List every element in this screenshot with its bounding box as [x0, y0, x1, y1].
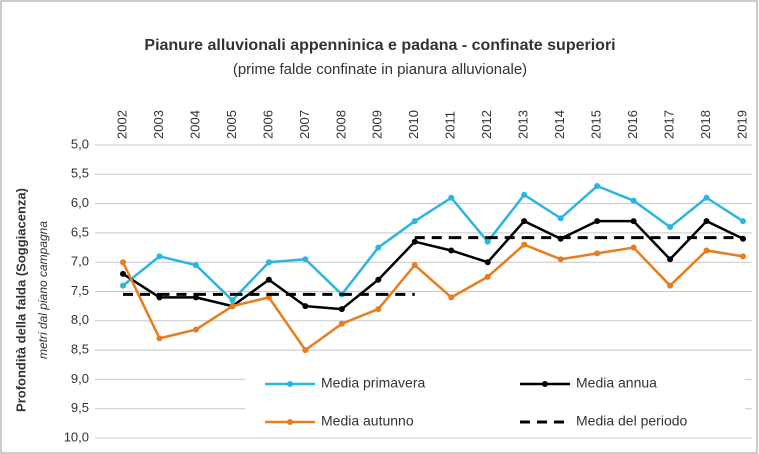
series-marker: [630, 244, 637, 251]
x-tick-label: 2011: [443, 111, 458, 139]
y-tick-label: 10,0: [64, 429, 89, 444]
y-tick-label: 6,0: [71, 195, 89, 210]
series-marker: [484, 238, 491, 245]
series-marker: [740, 218, 746, 225]
series-marker: [229, 297, 236, 304]
y-tick-label: 8,5: [71, 342, 89, 357]
series-marker: [338, 320, 345, 327]
series-marker: [265, 259, 272, 266]
series-marker: [411, 262, 418, 269]
chart-subtitle: (prime falde confinate in pianura alluvi…: [233, 61, 527, 78]
series-marker: [594, 183, 601, 190]
y-tick-label: 9,0: [71, 371, 89, 386]
legend-marker: [287, 419, 293, 425]
series-marker: [557, 256, 564, 263]
x-tick-label: 2019: [734, 110, 749, 139]
legend-label: Media primavera: [321, 375, 425, 391]
series-marker: [630, 218, 637, 225]
series-marker: [703, 194, 710, 201]
series-marker: [521, 218, 528, 225]
series-marker: [120, 259, 126, 266]
series-marker: [265, 276, 272, 283]
series-marker: [630, 197, 637, 204]
x-tick-label: 2010: [406, 110, 421, 139]
series-marker: [375, 276, 382, 283]
x-tick-label: 2009: [370, 110, 385, 139]
series-marker: [302, 303, 309, 310]
series-marker: [484, 259, 491, 266]
legend-label: Media del periodo: [576, 413, 688, 429]
series-marker: [594, 250, 601, 257]
x-tick-label: 2007: [297, 110, 312, 139]
x-tick-label: 2013: [516, 110, 531, 139]
y-tick-label: 7,5: [71, 283, 89, 298]
legend-marker: [287, 381, 293, 387]
series-marker: [192, 326, 199, 333]
y-axis-sublabel: metri dal piano campagna: [36, 221, 50, 359]
series-marker: [521, 191, 528, 198]
series-marker: [448, 247, 455, 254]
x-tick-label: 2016: [625, 110, 640, 139]
legend-label: Media autunno: [321, 413, 414, 429]
legend-label: Media annua: [576, 375, 657, 391]
y-tick-label: 6,5: [71, 224, 89, 239]
y-tick-label: 5,0: [71, 136, 89, 151]
y-tick-label: 7,0: [71, 254, 89, 269]
series-marker: [411, 218, 418, 225]
x-tick-label: 2018: [698, 110, 713, 139]
legend-box: [245, 366, 745, 436]
y-tick-label: 8,0: [71, 312, 89, 327]
x-tick-label: 2012: [479, 110, 494, 139]
x-tick-label: 2014: [552, 110, 567, 139]
series-marker: [120, 270, 126, 277]
series-marker: [375, 244, 382, 251]
legend-marker: [542, 381, 548, 387]
series-marker: [120, 282, 126, 289]
series-marker: [667, 224, 674, 231]
series-marker: [338, 306, 345, 313]
series-marker: [375, 306, 382, 313]
x-tick-label: 2017: [661, 110, 676, 139]
series-line: [121, 243, 744, 352]
x-tick-label: 2002: [114, 110, 129, 139]
y-tick-label: 9,5: [71, 400, 89, 415]
x-tick-label: 2003: [151, 110, 166, 139]
y-tick-label: 5,5: [71, 166, 89, 181]
series-line: [122, 184, 744, 302]
x-tick-label: 2015: [589, 110, 604, 139]
series-marker: [667, 282, 674, 289]
series-marker: [302, 347, 309, 354]
series-marker: [229, 303, 236, 310]
series-marker: [521, 241, 528, 248]
series-marker: [557, 215, 564, 222]
x-tick-label: 2006: [260, 110, 275, 139]
series-marker: [740, 253, 746, 260]
x-tick-label: 2004: [187, 110, 202, 139]
x-tick-label: 2008: [333, 110, 348, 139]
series-marker: [703, 247, 710, 254]
series-marker: [156, 253, 163, 260]
series-marker: [703, 218, 710, 225]
series-marker: [594, 218, 601, 225]
chart-title: Pianure alluvionali appenninica e padana…: [144, 37, 615, 54]
series-marker: [192, 262, 199, 269]
series-marker: [448, 194, 455, 201]
series-marker: [484, 273, 491, 280]
x-tick-label: 2005: [224, 110, 239, 139]
series-marker: [448, 294, 455, 301]
series-marker: [411, 238, 418, 245]
y-axis-label: Profondità della falda (Soggiacenza): [13, 188, 28, 412]
series-line: [122, 219, 744, 311]
series-marker: [156, 335, 163, 342]
series-marker: [302, 256, 309, 263]
series-marker: [667, 256, 674, 263]
